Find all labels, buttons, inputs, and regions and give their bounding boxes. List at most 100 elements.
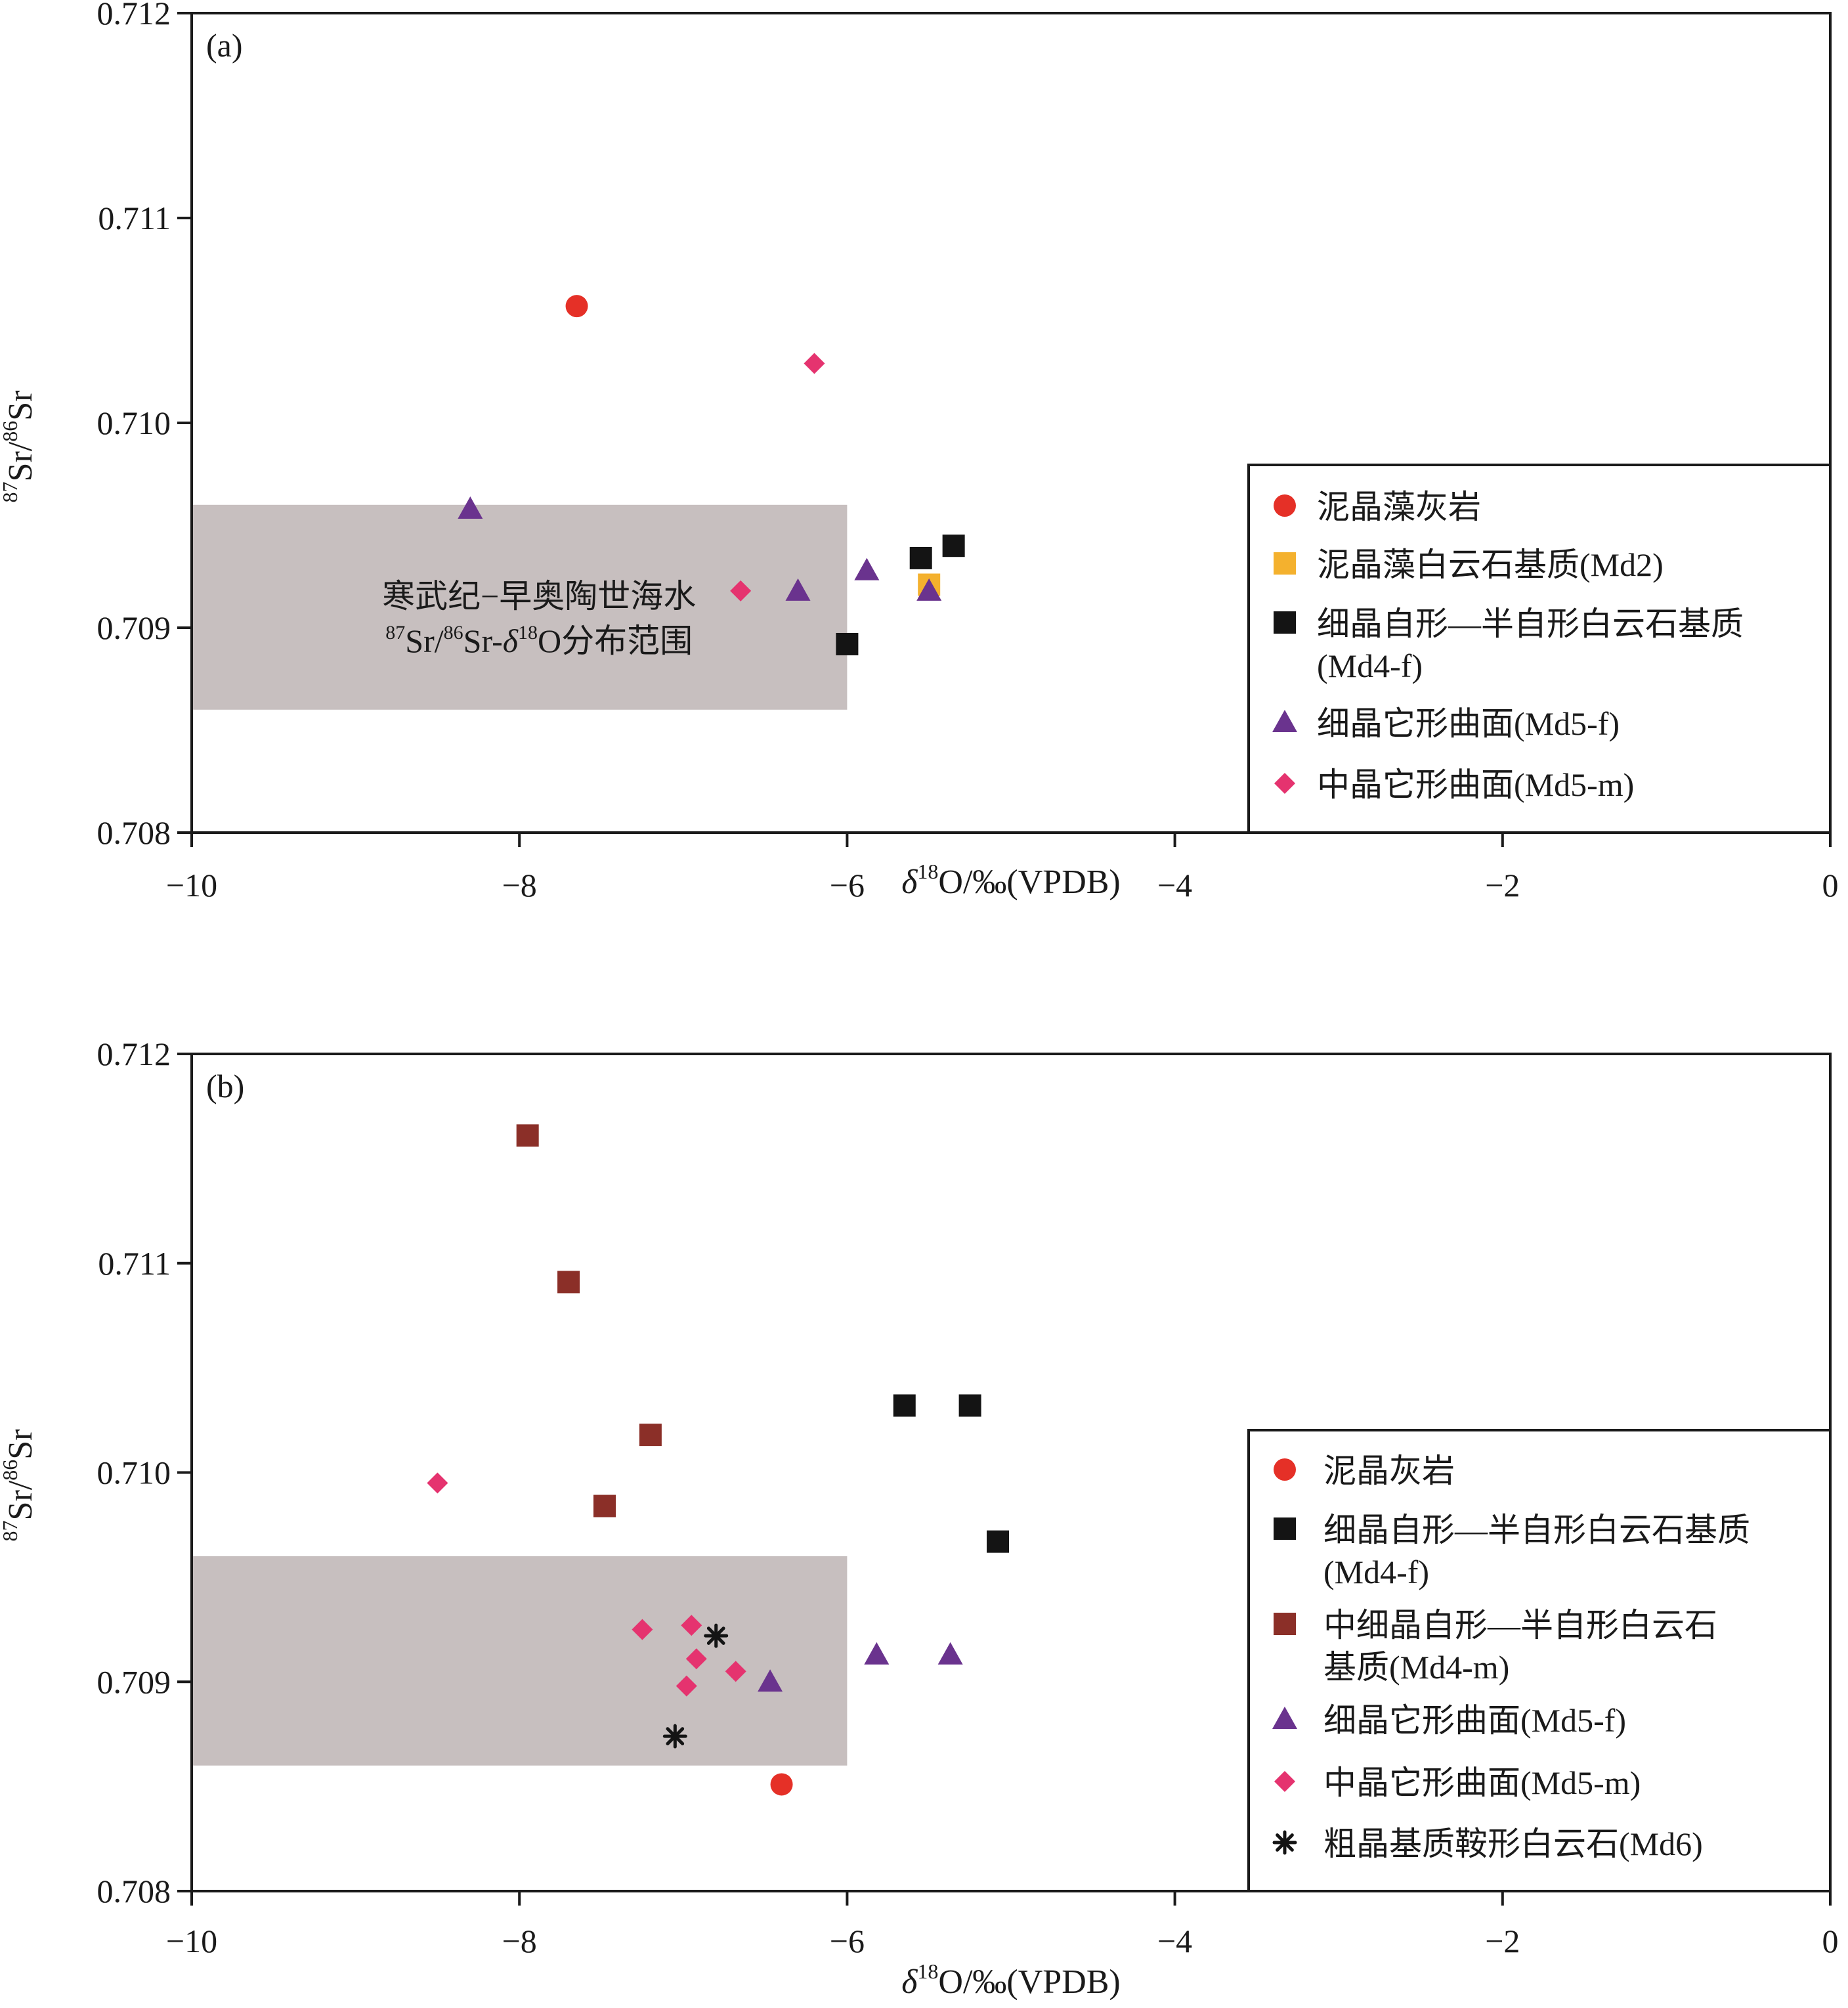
data-point-triangle [916, 578, 942, 601]
data-point-square [593, 1495, 616, 1517]
y-tick-label: 0.711 [98, 200, 171, 236]
x-tick-label: −8 [502, 1923, 537, 1959]
text-part: Sr/ [2, 441, 39, 481]
text-part: O分布范围 [538, 622, 693, 659]
data-point-diamond [676, 1675, 697, 1697]
text-part: O/‰(VPDB) [938, 1963, 1120, 2001]
data-point-square [557, 1271, 580, 1294]
panel-label: (b) [206, 1068, 244, 1104]
asterisk-stroke [706, 1626, 725, 1645]
legend-label: 细晶自形—半自形白云石基质 [1317, 605, 1744, 642]
legend-label: 细晶它形曲面(Md5-f) [1317, 705, 1620, 742]
legend-label: 粗晶基质鞍形白云石(Md6) [1323, 1825, 1703, 1862]
data-point-triangle [937, 1642, 963, 1665]
x-tick-label: −2 [1485, 1923, 1520, 1959]
y-tick-label: 0.709 [97, 1663, 171, 1700]
legend-marker-diamond [1274, 773, 1295, 794]
panel-b: −10 −8 −6 −4 −2 0 0.708 0.709 0.710 0.711 0.712 (b)… [0, 1036, 1839, 2001]
y-tick-label: 0.708 [97, 814, 171, 851]
data-point-triangle [458, 496, 483, 519]
legend-label: 泥晶藻白云石基质(Md2) [1317, 546, 1664, 583]
x-tick-label: −8 [502, 867, 537, 904]
legend-label: 中晶它形曲面(Md5-m) [1317, 766, 1634, 803]
text-part: δ [901, 1963, 918, 2001]
data-point-square [516, 1124, 539, 1147]
legend-label: 中晶它形曲面(Md5-m) [1323, 1764, 1641, 1801]
data-point-circle [565, 295, 588, 318]
y-tick-label: 0.711 [98, 1245, 171, 1282]
y-axis-title: 87Sr/86Sr [0, 1430, 39, 1542]
data-point-diamond [427, 1472, 448, 1494]
text-part: 86 [444, 622, 463, 644]
seawater-range-box [192, 504, 848, 710]
x-tick-label: 0 [1822, 1923, 1839, 1959]
data-point-triangle [758, 1669, 783, 1692]
legend-marker-square [1274, 1517, 1296, 1540]
legend-label: 中细晶自形—半自形白云石 [1323, 1607, 1717, 1644]
legend-label: 细晶自形—半自形白云石基质 [1323, 1512, 1750, 1548]
x-axis-title: δ18O/‰(VPDB) [901, 860, 1121, 901]
data-point-square [639, 1424, 662, 1447]
data-point-square [909, 546, 932, 569]
panel-label: (a) [206, 27, 243, 64]
data-point-triangle [854, 557, 880, 580]
y-axis-title: 87Sr/86Sr [0, 391, 39, 503]
y-tick-label: 0.710 [97, 1454, 171, 1491]
x-tick-label: −6 [830, 1923, 865, 1959]
x-tick-label: −2 [1485, 867, 1520, 904]
legend-box [1247, 1429, 1832, 1892]
seawater-range-label-line2: 87Sr/86Sr-δ18O分布范围 [385, 622, 693, 659]
text-part: 18 [917, 860, 938, 883]
data-point-square [987, 1530, 1010, 1553]
text-part: 18 [518, 622, 538, 644]
y-tick-label: 0.712 [97, 1036, 171, 1072]
text-part: Sr/ [2, 1480, 39, 1520]
x-tick-label: 0 [1822, 867, 1839, 904]
asterisk-stroke [1276, 1833, 1294, 1852]
y-tick-label: 0.710 [97, 404, 171, 441]
legend-marker-triangle [1272, 710, 1297, 732]
asterisk-stroke [666, 1727, 685, 1745]
legend-marker-square [1274, 611, 1296, 634]
legend-label-line2: (Md4-f) [1323, 1554, 1429, 1590]
x-tick-label: −10 [166, 867, 217, 904]
x-tick-label: −4 [1157, 867, 1192, 904]
y-tick-label: 0.709 [97, 609, 171, 646]
x-tick-label: −6 [830, 867, 865, 904]
data-point-diamond [730, 580, 752, 601]
y-tick-label: 0.708 [97, 1873, 171, 1910]
x-tick-label: −10 [166, 1923, 217, 1959]
text-part: Sr/ [405, 622, 443, 659]
data-point-circle [770, 1773, 793, 1796]
x-tick-label: −4 [1157, 1923, 1192, 1959]
text-part: δ [901, 863, 918, 901]
data-point-asterisk [704, 1623, 729, 1648]
text-part: 87 [0, 481, 22, 502]
text-part: 87 [0, 1520, 22, 1541]
text-part: 87 [385, 622, 405, 644]
legend-label-line2: 基质(Md4-m) [1323, 1649, 1509, 1686]
legend-box [1247, 464, 1832, 834]
data-point-triangle [785, 578, 811, 601]
data-point-square [836, 632, 859, 655]
legend-marker-diamond [1274, 1771, 1295, 1792]
text-part: 18 [917, 1959, 938, 1983]
legend-marker-asterisk [1272, 1830, 1297, 1855]
data-point-square [893, 1394, 916, 1417]
data-point-diamond [725, 1661, 746, 1682]
data-point-diamond [681, 1615, 702, 1636]
seawater-range-label-line1: 寒武纪−早奥陶世海水 [382, 578, 696, 615]
text-part: 86 [0, 421, 22, 442]
legend-label: 泥晶藻灰岩 [1317, 489, 1481, 525]
panel-a: 寒武纪−早奥陶世海水 87Sr/86Sr-δ18O分布范围 −10 −8 −6 −4 −2 0… [0, 0, 1839, 904]
y-tick-label: 0.712 [97, 0, 171, 32]
text-part: Sr [2, 1430, 39, 1460]
data-point-diamond [632, 1619, 653, 1640]
text-part: δ [503, 622, 519, 659]
legend-marker-square [1274, 552, 1296, 575]
text-part: O/‰(VPDB) [938, 863, 1120, 901]
data-point-square [942, 535, 965, 557]
